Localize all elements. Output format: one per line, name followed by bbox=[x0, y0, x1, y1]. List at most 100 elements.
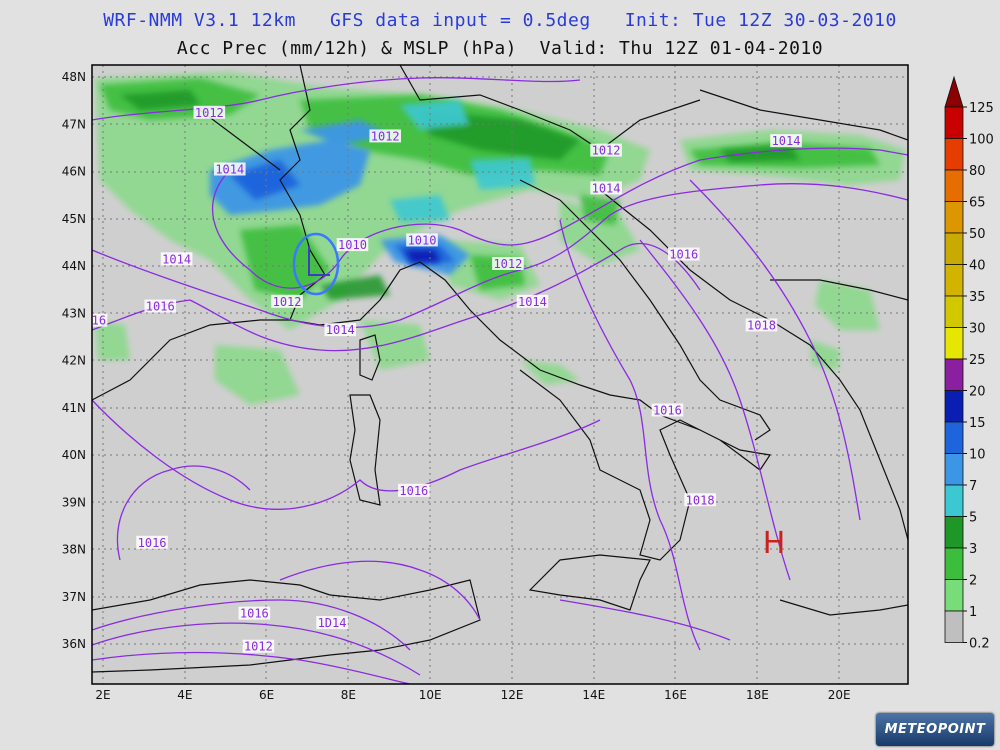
colorbar-label: 125 bbox=[969, 101, 994, 116]
isobar-label: 1014 bbox=[592, 181, 621, 195]
isobar-label: 1016 bbox=[669, 248, 698, 262]
colorbar-label: 10 bbox=[969, 448, 986, 463]
map-frame bbox=[91, 64, 909, 685]
lat-label: 38N bbox=[62, 543, 86, 557]
lon-label: 2E bbox=[95, 688, 110, 702]
isobar-label-bg bbox=[136, 535, 168, 549]
isobar-label: 1014 bbox=[162, 252, 191, 266]
lat-label: 47N bbox=[62, 117, 86, 131]
isobar-label: 1016 bbox=[653, 403, 682, 417]
isobar-label: 1D14 bbox=[318, 616, 347, 630]
lon-label: 10E bbox=[419, 688, 442, 702]
lon-label: 8E bbox=[341, 688, 356, 702]
isobar-label: 1012 bbox=[592, 144, 621, 158]
lat-label: 43N bbox=[62, 306, 86, 320]
lat-label: 41N bbox=[62, 401, 86, 415]
colorbar-segment bbox=[944, 169, 964, 202]
colorbar-label: 15 bbox=[969, 416, 986, 431]
high-pressure-marker: H bbox=[763, 526, 786, 561]
lon-label: 16E bbox=[664, 688, 687, 702]
lon-label: 12E bbox=[501, 688, 524, 702]
colorbar-label: 7 bbox=[969, 479, 977, 494]
colorbar-segment bbox=[944, 453, 964, 486]
isobar-label-bg bbox=[316, 616, 348, 630]
latitude-labels: 48N 47N 46N 45N 44N 43N 42N 41N 40N 39N 38N 37N 36N bbox=[62, 70, 86, 651]
isobar-label: 1014 bbox=[326, 323, 355, 337]
colorbar-top-arrow bbox=[944, 75, 964, 108]
isobar-label: 1018 bbox=[686, 493, 715, 507]
colorbar-label: 3 bbox=[969, 542, 977, 557]
colorbar-label: 50 bbox=[969, 227, 986, 242]
colorbar-segment bbox=[944, 516, 964, 549]
colorbar-segment bbox=[944, 138, 964, 171]
colorbar-label: 80 bbox=[969, 164, 986, 179]
colorbar-label: 100 bbox=[969, 133, 994, 148]
isobar-label: 1012 bbox=[493, 257, 522, 271]
isobar-label-bg bbox=[144, 299, 177, 313]
isobar-labels: 1012 1014 1012 1012 1014 1014 1010 1010 1012 1014… bbox=[92, 105, 802, 654]
lon-label: 18E bbox=[746, 688, 769, 702]
colorbar-segment bbox=[944, 232, 964, 265]
isobar-label-bg bbox=[242, 639, 275, 653]
isobar-label: 1014 bbox=[215, 163, 244, 177]
isobar-label-bg bbox=[590, 143, 622, 157]
isobar-label-bg bbox=[492, 257, 524, 270]
lat-label: 37N bbox=[62, 590, 86, 604]
precipitation-field: H 10121014101210121014101410101010101210… bbox=[92, 65, 908, 684]
colorbar-segment bbox=[944, 390, 964, 423]
lon-label: 14E bbox=[582, 688, 605, 702]
colorbar-segment bbox=[944, 421, 964, 454]
isobar-label: 1016 bbox=[138, 536, 167, 550]
lon-label: 4E bbox=[177, 688, 192, 702]
colorbar-label: 20 bbox=[969, 385, 986, 400]
map-grid bbox=[92, 65, 908, 684]
isobar-label: 1014 bbox=[772, 134, 801, 148]
isobar-label-bg bbox=[271, 294, 303, 308]
colorbar-label: 5 bbox=[969, 511, 977, 526]
lon-label: 6E bbox=[259, 688, 274, 702]
isobar-label-bg bbox=[667, 247, 700, 261]
colorbar-segment bbox=[944, 106, 964, 139]
isobar-label-bg bbox=[516, 294, 549, 308]
colorbar-label: 25 bbox=[969, 353, 986, 368]
lat-label: 39N bbox=[62, 495, 86, 509]
lat-label: 42N bbox=[62, 354, 86, 368]
isobar-label-bg bbox=[745, 318, 778, 332]
precipitation-colorbar: 125 100 80 65 50 40 35 30 25 20 15 10 7 5 3 2 1 0.2 bbox=[944, 75, 994, 652]
colorbar-segment bbox=[944, 579, 964, 612]
longitude-labels: 2E 4E 6E 8E 10E 12E 14E 16E 18E 20E bbox=[95, 688, 850, 702]
colorbar-segment bbox=[944, 201, 964, 234]
map-title-line2: Acc Prec (mm/12h) & MSLP (hPa) Valid: Th… bbox=[176, 38, 824, 59]
colorbar-label: 1 bbox=[969, 605, 977, 620]
highlight-circle bbox=[292, 232, 340, 296]
colorbar-label: 35 bbox=[969, 290, 986, 305]
colorbar-segment bbox=[944, 264, 964, 297]
isobar-label-bg bbox=[213, 162, 246, 176]
colorbar-label: 0.2 bbox=[969, 637, 990, 652]
isobar-label: 1016 bbox=[399, 484, 428, 498]
isobar-label: 1010 bbox=[408, 233, 437, 247]
isobar-label-bg bbox=[684, 493, 716, 507]
highlight-marker bbox=[308, 246, 330, 276]
isobar-label: 1016 bbox=[240, 607, 269, 621]
isobar-label-bg bbox=[336, 238, 369, 252]
isobar-label: 1016 bbox=[146, 300, 175, 314]
isobar-label: 1012 bbox=[244, 640, 273, 654]
colorbar-label: 2 bbox=[969, 574, 977, 589]
isobar-label: 1012 bbox=[195, 106, 224, 120]
isobar-label-bg bbox=[770, 134, 802, 148]
isobar-label-bg bbox=[398, 483, 430, 497]
isobar-label-bg bbox=[590, 181, 622, 195]
isobar-label: 1014 bbox=[518, 295, 547, 309]
colorbar-label: 65 bbox=[969, 196, 986, 211]
isobar-label-bg bbox=[160, 252, 193, 266]
isobar-label-bg bbox=[193, 105, 226, 119]
lat-label: 40N bbox=[62, 448, 86, 462]
isobar-label-bg bbox=[92, 313, 108, 327]
lat-label: 45N bbox=[62, 212, 86, 226]
colorbar-segment bbox=[944, 358, 964, 391]
lon-label: 20E bbox=[828, 688, 851, 702]
lat-label: 46N bbox=[62, 165, 86, 179]
map-title-line1: WRF-NMM V3.1 12km GFS data input = 0.5de… bbox=[103, 10, 897, 31]
